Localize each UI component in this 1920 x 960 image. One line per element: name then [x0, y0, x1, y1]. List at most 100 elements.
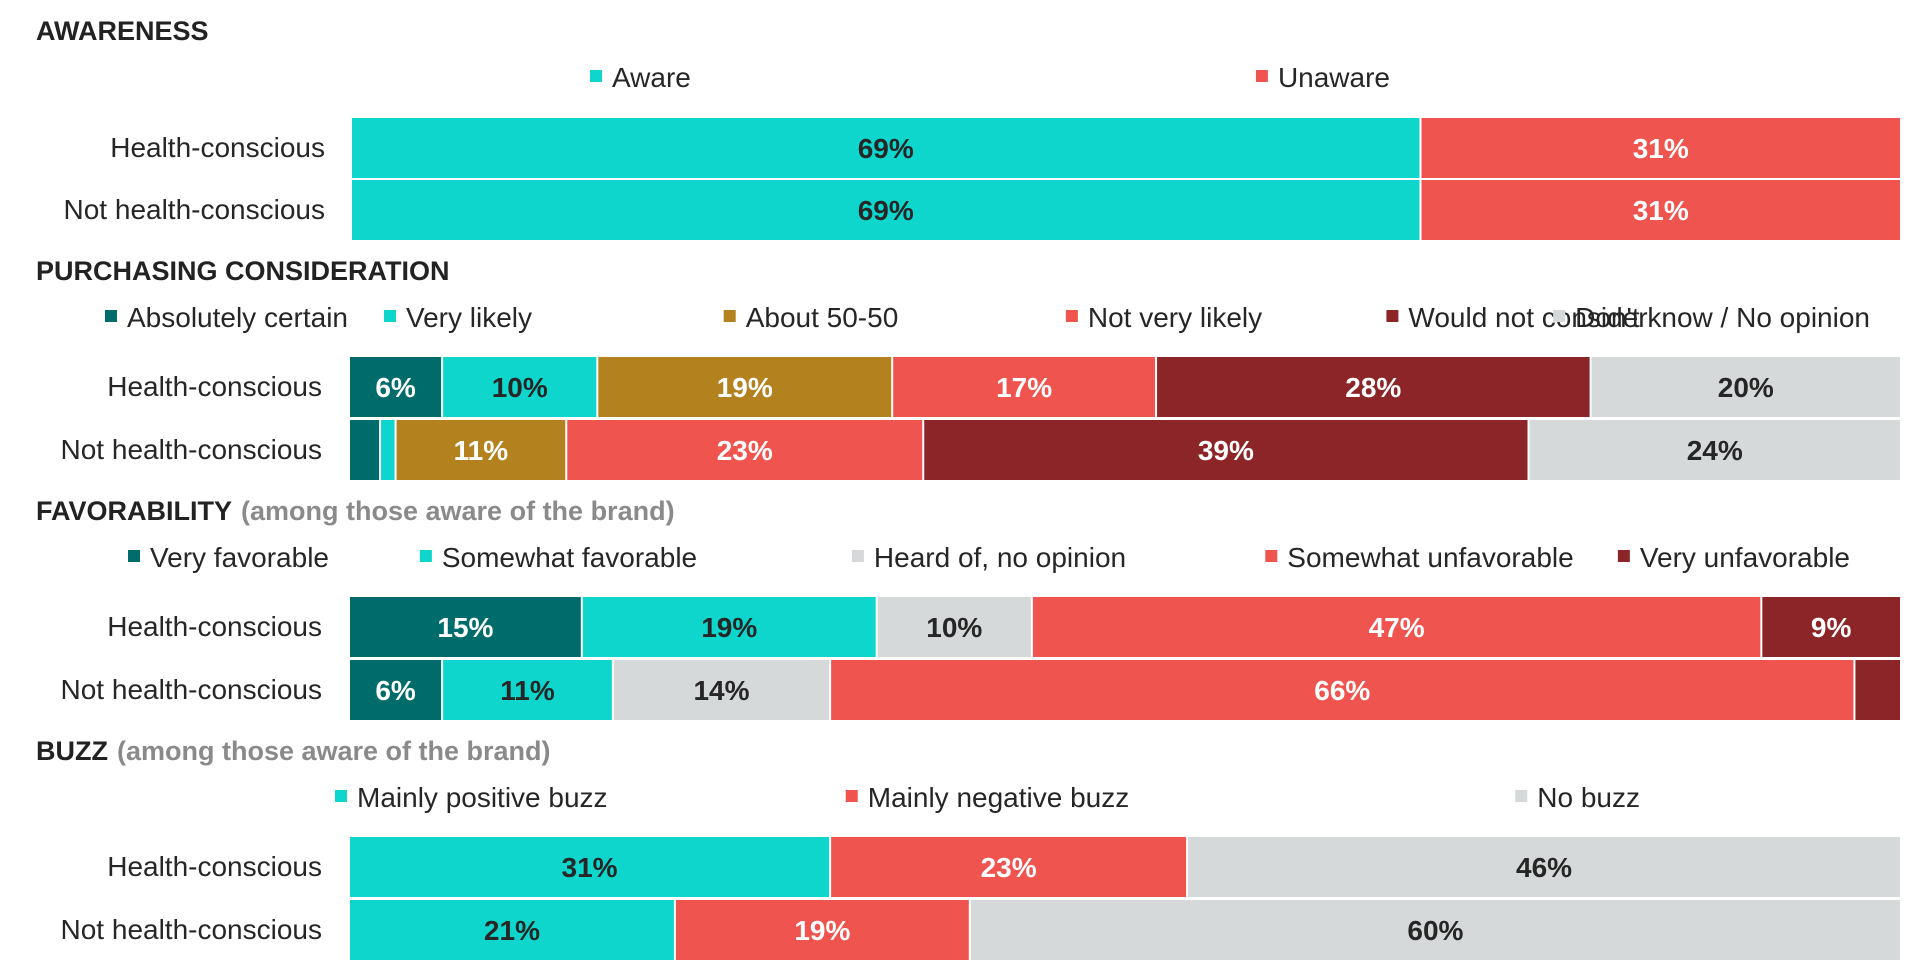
chart-buzz: BUZZ (among those aware of the brand) Main…: [36, 736, 1900, 960]
legend-item-would-not-consider: Would not consider: [1386, 302, 1648, 333]
chart-title-buzz: BUZZ: [36, 736, 108, 766]
bar-not-health-conscious-very-unfavorable: [1855, 660, 1900, 720]
legend-item-absolutely-certain: Absolutely certain: [105, 302, 348, 333]
bar-label-not-health-conscious-mainly-negative-buzz: 19%: [794, 915, 850, 946]
bar-not-health-conscious-heard-of-no-opinion: [613, 660, 830, 720]
bar-label-health-conscious-very-likely: 10%: [492, 372, 548, 403]
legend-label-somewhat-unfavorable: Somewhat unfavorable: [1287, 542, 1573, 573]
bar-health-conscious-mainly-positive-buzz: [350, 837, 830, 897]
legend-label-very-unfavorable: Very unfavorable: [1640, 542, 1850, 573]
legend-label-don-t-know-no-opinion: Don't know / No opinion: [1575, 302, 1870, 333]
legend-label-about-50-50: About 50-50: [746, 302, 899, 333]
bar-label-health-conscious-don-t-know-no-opinion: 20%: [1718, 372, 1774, 403]
legend-label-very-favorable: Very favorable: [150, 542, 329, 573]
legend-item-don-t-know-no-opinion: Don't know / No opinion: [1553, 302, 1870, 333]
legend-swatch-somewhat-unfavorable: [1265, 550, 1278, 562]
bar-not-health-conscious-very-favorable: [350, 660, 442, 720]
bar-not-health-conscious-no-buzz: [970, 900, 1900, 960]
bar-label-not-health-conscious-don-t-know-no-opinion: 24%: [1687, 435, 1743, 466]
chart-title-favorability: FAVORABILITY: [36, 496, 232, 526]
bar-health-conscious-about-50-50: [598, 357, 892, 417]
chart-purchasing-consideration: PURCHASING CONSIDERATION Absolutely certa…: [36, 256, 1900, 480]
legend-item-very-unfavorable: Very unfavorable: [1617, 542, 1850, 573]
bar-label-health-conscious-mainly-negative-buzz: 23%: [981, 852, 1037, 883]
legend-label-mainly-negative-buzz: Mainly negative buzz: [868, 782, 1129, 813]
bar-label-health-conscious-unaware: 31%: [1633, 133, 1689, 164]
legend-label-no-buzz: No buzz: [1537, 782, 1640, 813]
bar-label-not-health-conscious-aware: 69%: [858, 195, 914, 226]
bar-label-not-health-conscious-very-favorable: 6%: [375, 675, 416, 706]
legend-item-mainly-positive-buzz: Mainly positive buzz: [335, 782, 608, 813]
legend-item-about-50-50: About 50-50: [723, 302, 899, 333]
legend-label-somewhat-favorable: Somewhat favorable: [442, 542, 697, 573]
bar-not-health-conscious-somewhat-unfavorable: [831, 660, 1854, 720]
bar-label-not-health-conscious-no-buzz: 60%: [1407, 915, 1463, 946]
bar-label-not-health-conscious-unaware: 31%: [1633, 195, 1689, 226]
legend-swatch-very-favorable: [128, 550, 140, 562]
chart-favorability: FAVORABILITY (among those aware of the br…: [36, 496, 1900, 720]
legend-swatch-about-50-50: [723, 310, 736, 322]
bar-label-health-conscious-about-50-50: 19%: [717, 372, 773, 403]
bar-label-not-health-conscious-not-very-likely: 23%: [717, 435, 773, 466]
row-label-not-health-conscious: Not health-conscious: [61, 674, 322, 705]
bar-health-conscious-aware: [352, 118, 1420, 178]
legend-item-very-likely: Very likely: [383, 302, 532, 333]
bar-label-health-conscious-absolutely-certain: 6%: [375, 372, 416, 403]
bar-health-conscious-no-buzz: [1188, 837, 1900, 897]
legend-item-not-very-likely: Not very likely: [1065, 302, 1262, 333]
chart-title-purchasing-consideration: PURCHASING CONSIDERATION: [36, 256, 450, 286]
legend-swatch-somewhat-favorable: [419, 550, 432, 562]
bar-not-health-conscious-would-not-consider: [924, 420, 1528, 480]
bar-health-conscious-somewhat-favorable: [582, 597, 876, 657]
bar-label-health-conscious-somewhat-unfavorable: 47%: [1369, 612, 1425, 643]
bar-health-conscious-very-favorable: [350, 597, 581, 657]
legend-swatch-mainly-positive-buzz: [335, 790, 347, 802]
row-label-health-conscious: Health-conscious: [107, 611, 322, 642]
bar-label-health-conscious-not-very-likely: 17%: [996, 372, 1052, 403]
bar-label-not-health-conscious-would-not-consider: 39%: [1198, 435, 1254, 466]
bar-label-health-conscious-would-not-consider: 28%: [1345, 372, 1401, 403]
row-label-health-conscious: Health-conscious: [107, 371, 322, 402]
legend-label-unaware: Unaware: [1278, 62, 1390, 93]
bar-not-health-conscious-aware: [352, 180, 1420, 240]
row-label-not-health-conscious: Not health-conscious: [64, 194, 325, 225]
chart-title-awareness: AWARENESS: [36, 16, 209, 46]
bar-label-not-health-conscious-about-50-50: 11%: [454, 435, 509, 466]
bar-health-conscious-somewhat-unfavorable: [1032, 597, 1761, 657]
bar-health-conscious-mainly-negative-buzz: [831, 837, 1187, 897]
legend-swatch-no-buzz: [1515, 790, 1528, 802]
legend-swatch-would-not-consider: [1386, 310, 1399, 322]
legend-label-not-very-likely: Not very likely: [1088, 302, 1262, 333]
bar-not-health-conscious-about-50-50: [396, 420, 566, 480]
bar-health-conscious-don-t-know-no-opinion: [1591, 357, 1900, 417]
legend-swatch-not-very-likely: [1065, 310, 1078, 322]
legend-label-heard-of-no-opinion: Heard of, no opinion: [874, 542, 1126, 573]
legend-label-very-likely: Very likely: [406, 302, 532, 333]
bar-not-health-conscious-not-very-likely: [567, 420, 923, 480]
row-label-not-health-conscious: Not health-conscious: [61, 434, 322, 465]
legend-item-somewhat-unfavorable: Somewhat unfavorable: [1265, 542, 1574, 573]
bar-health-conscious-unaware: [1421, 118, 1900, 178]
legend-swatch-very-likely: [383, 310, 396, 322]
legend-label-mainly-positive-buzz: Mainly positive buzz: [357, 782, 608, 813]
legend-item-aware: Aware: [590, 62, 691, 93]
bar-label-not-health-conscious-somewhat-unfavorable: 66%: [1314, 675, 1370, 706]
bar-label-health-conscious-no-buzz: 46%: [1516, 852, 1572, 883]
bar-label-not-health-conscious-mainly-positive-buzz: 21%: [484, 915, 540, 946]
bar-not-health-conscious-don-t-know-no-opinion: [1529, 420, 1900, 480]
bar-label-not-health-conscious-heard-of-no-opinion: 14%: [693, 675, 749, 706]
bar-label-health-conscious-heard-of-no-opinion: 10%: [926, 612, 982, 643]
legend-swatch-very-unfavorable: [1617, 550, 1630, 562]
legend-label-aware: Aware: [612, 62, 691, 93]
bar-label-health-conscious-somewhat-favorable: 19%: [701, 612, 757, 643]
bar-label-not-health-conscious-somewhat-favorable: 11%: [500, 675, 555, 706]
chart-subtitle-favorability: (among those aware of the brand): [241, 496, 675, 526]
bar-not-health-conscious-mainly-negative-buzz: [675, 900, 969, 960]
bar-label-health-conscious-very-unfavorable: 9%: [1811, 612, 1852, 643]
bar-health-conscious-very-unfavorable: [1762, 597, 1900, 657]
bar-health-conscious-very-likely: [443, 357, 597, 417]
legend-swatch-absolutely-certain: [105, 310, 117, 322]
legend-label-absolutely-certain: Absolutely certain: [127, 302, 348, 333]
legend-item-very-favorable: Very favorable: [128, 542, 329, 573]
